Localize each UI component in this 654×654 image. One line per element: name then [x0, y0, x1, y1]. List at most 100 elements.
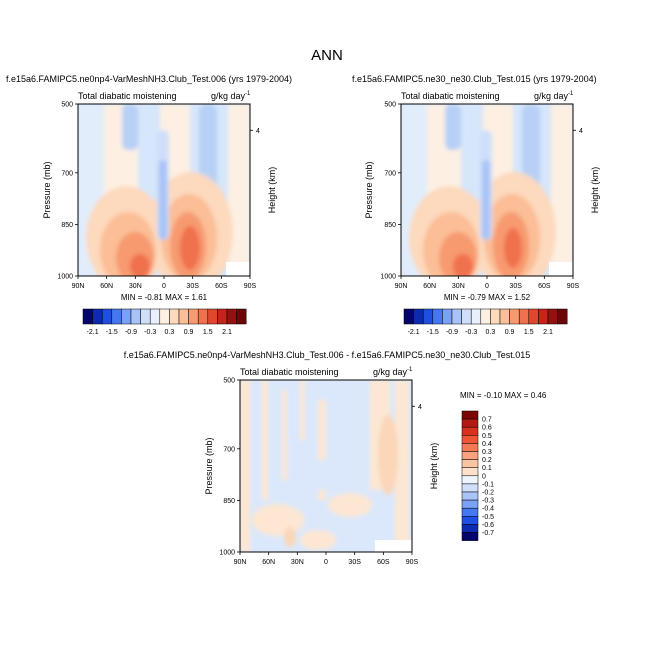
x-tick-label: 30N — [129, 283, 142, 290]
contour-field — [78, 104, 250, 276]
right-tick-label: 4 — [418, 404, 422, 411]
x-tick-label: 30N — [452, 283, 465, 290]
field-label: Total diabatic moistening — [240, 367, 339, 377]
colorbar-swatch — [461, 491, 479, 501]
colorbar-swatch — [461, 524, 479, 533]
colorbar-swatch — [461, 435, 479, 444]
colorbar-label: 1.5 — [524, 329, 534, 336]
x-tick-label: 60S — [377, 559, 390, 566]
field-label: Total diabatic moistening — [401, 91, 500, 101]
colorbar-label: 0.1 — [482, 465, 492, 472]
panel-model-b: f.e15a6.FAMIPC5.ne30_ne30.Club_Test.015 … — [352, 74, 600, 302]
colorbar-swatch — [499, 308, 510, 325]
colorbar-swatch — [461, 483, 479, 493]
colorbar-swatch — [169, 308, 180, 325]
colorbar-swatch — [461, 467, 479, 477]
y-axis-right-label: Height (km) — [590, 167, 600, 214]
y-tick-label: 1000 — [380, 274, 396, 281]
x-tick-label: 60N — [100, 283, 113, 290]
colorbar-swatch — [149, 308, 161, 325]
colorbar-swatch — [226, 308, 237, 325]
colorbar-label: 0.9 — [184, 329, 194, 336]
colorbar-swatch — [403, 308, 414, 325]
y-axis-label: Pressure (mb) — [204, 437, 214, 494]
colorbar-swatch — [461, 516, 479, 525]
units-label: g/kg day-1 — [211, 91, 251, 101]
y-tick-label: 700 — [384, 170, 396, 177]
colorbar-label: 0.6 — [482, 425, 492, 432]
x-tick-label: 0 — [324, 559, 328, 566]
colorbar-swatch — [413, 308, 424, 325]
right-tick-label: 4 — [256, 128, 260, 135]
right-height-tick: 4 — [573, 128, 583, 135]
colorbar-swatch — [101, 308, 113, 325]
colorbar-label: 0.3 — [486, 329, 496, 336]
colorbar-swatch — [159, 308, 170, 325]
colorbar-swatch — [121, 308, 132, 325]
colorbar-label: 0.3 — [165, 329, 175, 336]
y-tick-label: 1000 — [219, 550, 235, 557]
y-tick-label: 500 — [223, 378, 235, 385]
y-ticks: 500 700 850 1000 — [219, 378, 240, 557]
x-tick-label: 30S — [348, 559, 361, 566]
y-tick-label: 1000 — [57, 274, 73, 281]
x-tick-label: 30S — [509, 283, 522, 290]
y-tick-label: 500 — [61, 102, 73, 109]
colorbar-swatch — [461, 499, 479, 509]
y-ticks: 500 700 850 1000 — [380, 102, 401, 281]
colorbar-label: -0.1 — [482, 481, 494, 488]
colorbar-label: -0.3 — [144, 329, 156, 336]
colorbar-swatch — [528, 308, 539, 325]
colorbar-swatch — [547, 308, 558, 325]
x-tick-label: 90S — [567, 283, 580, 290]
colorbar-label: -0.3 — [482, 498, 494, 505]
x-tick-label: 60S — [215, 283, 228, 290]
x-tick-label: 60N — [262, 559, 275, 566]
x-tick-label: 90N — [72, 283, 85, 290]
colorbar-swatch — [461, 451, 479, 460]
colorbar-swatch — [461, 308, 472, 325]
x-tick-label: 90N — [234, 559, 247, 566]
colorbar-swatch — [111, 308, 122, 325]
colorbar-swatch — [451, 308, 462, 325]
colorbar-swatch — [461, 426, 479, 436]
x-tick-label: 60N — [423, 283, 436, 290]
colorbar-label: -0.3 — [465, 329, 477, 336]
colorbar-swatch — [461, 475, 479, 485]
y-tick-label: 700 — [223, 446, 235, 453]
contour-field — [240, 380, 412, 552]
colorbar-swatch — [92, 308, 103, 325]
colorbar-swatch — [557, 308, 568, 325]
colorbar-swatch — [442, 308, 453, 325]
colorbar-swatch — [480, 308, 491, 325]
units-label: g/kg day-1 — [373, 367, 413, 377]
colorbar-difference: 0.70.60.50.40.30.20.10-0.1-0.2-0.3-0.4-0… — [461, 410, 494, 541]
colorbar-top: -2.1 -1.5 -0.9 -0.3 0.3 0.9 1.5 2.1 -2.1 -1.5 -0.9… — [82, 308, 568, 336]
colorbar-swatch — [461, 410, 479, 420]
min-max-text: MIN = -0.79 MAX = 1.52 — [444, 293, 531, 302]
main-title: ANN — [311, 47, 343, 64]
y-axis-label: Pressure (mb) — [364, 161, 374, 218]
y-tick-label: 850 — [61, 222, 73, 229]
colorbar-label: 1.5 — [203, 329, 213, 336]
colorbar-label: -1.5 — [427, 329, 439, 336]
colorbar-label: -0.4 — [482, 506, 494, 513]
y-tick-label: 850 — [223, 498, 235, 505]
x-ticks: 90N 60N 30N 0 30S 60S 90S — [72, 276, 257, 290]
colorbar-label: -0.5 — [482, 514, 494, 521]
y-tick-label: 500 — [384, 102, 396, 109]
x-tick-label: 90S — [244, 283, 257, 290]
colorbar-label: 0.5 — [482, 433, 492, 440]
x-ticks: 90N 60N 30N 0 30S 60S 90S — [395, 276, 580, 290]
colorbar-label: 0.2 — [482, 457, 492, 464]
colorbar-label: -1.5 — [106, 329, 118, 336]
colorbar-swatch — [461, 459, 479, 468]
units-label: g/kg day-1 — [534, 91, 574, 101]
colorbar-swatch — [461, 507, 479, 517]
y-axis-right-label: Height (km) — [267, 167, 277, 214]
y-tick-label: 700 — [61, 170, 73, 177]
colorbar-swatch — [422, 308, 434, 325]
colorbar-label: 0.7 — [482, 417, 492, 424]
x-tick-label: 30S — [186, 283, 199, 290]
